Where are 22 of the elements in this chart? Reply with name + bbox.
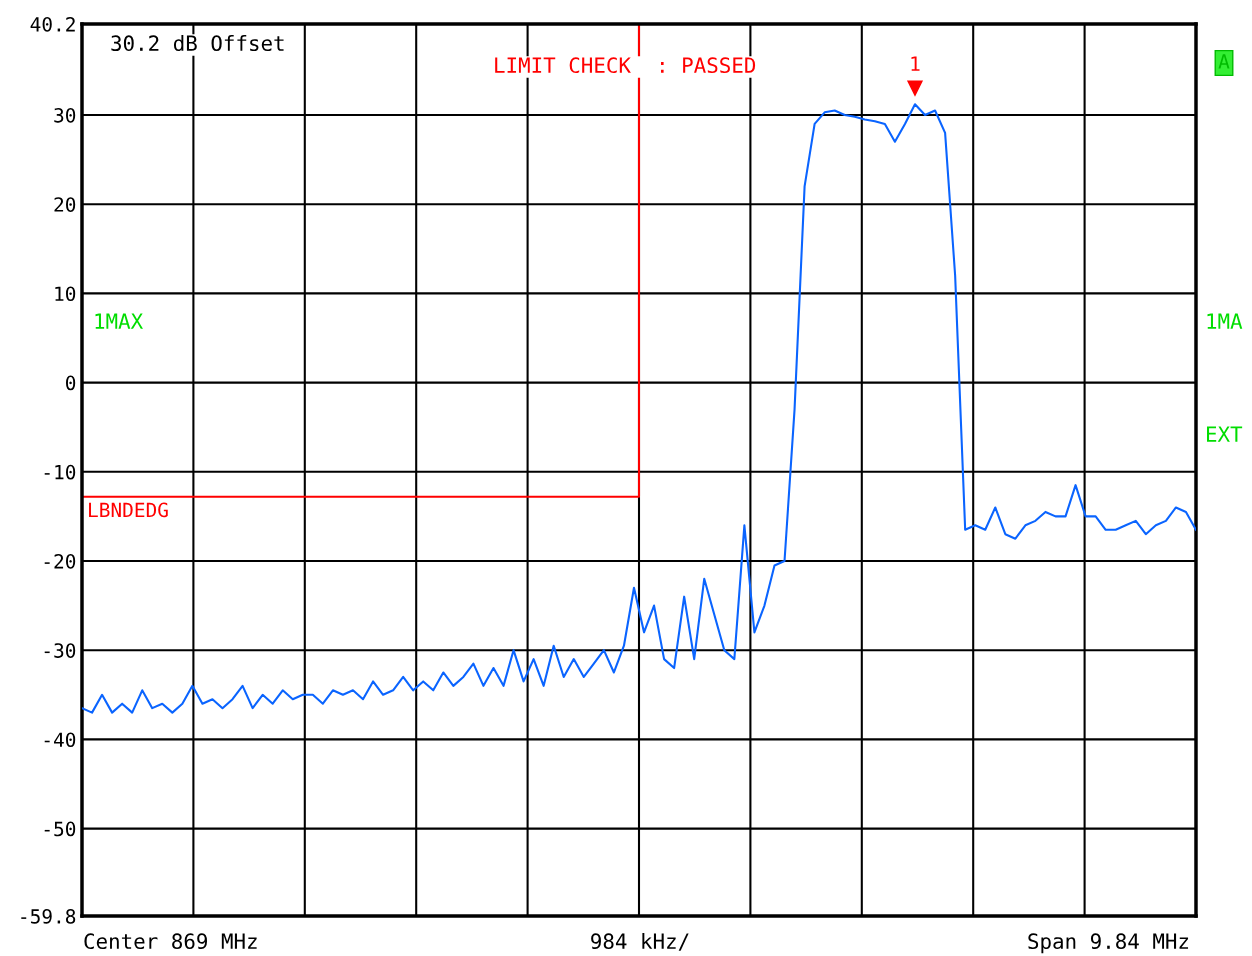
- y-tick-label: -50: [44, 821, 76, 837]
- text: Span 9.84 MHz: [1028, 933, 1189, 954]
- y-tick-label: 40.2: [30, 17, 75, 32]
- annotation: 1: [911, 56, 920, 71]
- y-tick-label: -30: [44, 643, 76, 658]
- text: EXT: [1207, 426, 1243, 442]
- text: Center 869 MHz: [84, 933, 257, 950]
- annotation: 1MAX: [95, 313, 143, 329]
- line-series: [82, 103, 1196, 714]
- y-tick-label: 0: [66, 375, 76, 391]
- annotation: 30.2 dB Offset: [111, 34, 284, 52]
- y-tick-label: -20: [44, 553, 76, 569]
- y-tick-label: 30: [54, 107, 76, 123]
- y-tick-label: -59.8: [21, 909, 76, 924]
- y-tick-label: 10: [55, 286, 76, 302]
- y-tick-label: 20: [54, 197, 76, 212]
- annotation: LIMIT CHECK : PASSED: [495, 57, 756, 74]
- y-tick-label: -40: [44, 732, 76, 748]
- text: 1MA: [1207, 313, 1243, 329]
- text: 984 kHz/: [591, 932, 689, 951]
- y-tick-label: -10: [44, 464, 76, 480]
- ref-line-label: LBNDEDG: [89, 502, 168, 518]
